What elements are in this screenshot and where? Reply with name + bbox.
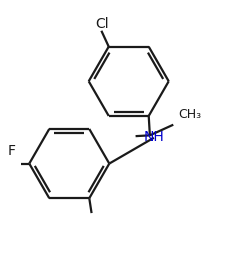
Text: F: F (8, 144, 16, 158)
Text: CH₃: CH₃ (177, 108, 200, 121)
Text: Cl: Cl (95, 17, 108, 31)
Text: NH: NH (143, 130, 164, 144)
